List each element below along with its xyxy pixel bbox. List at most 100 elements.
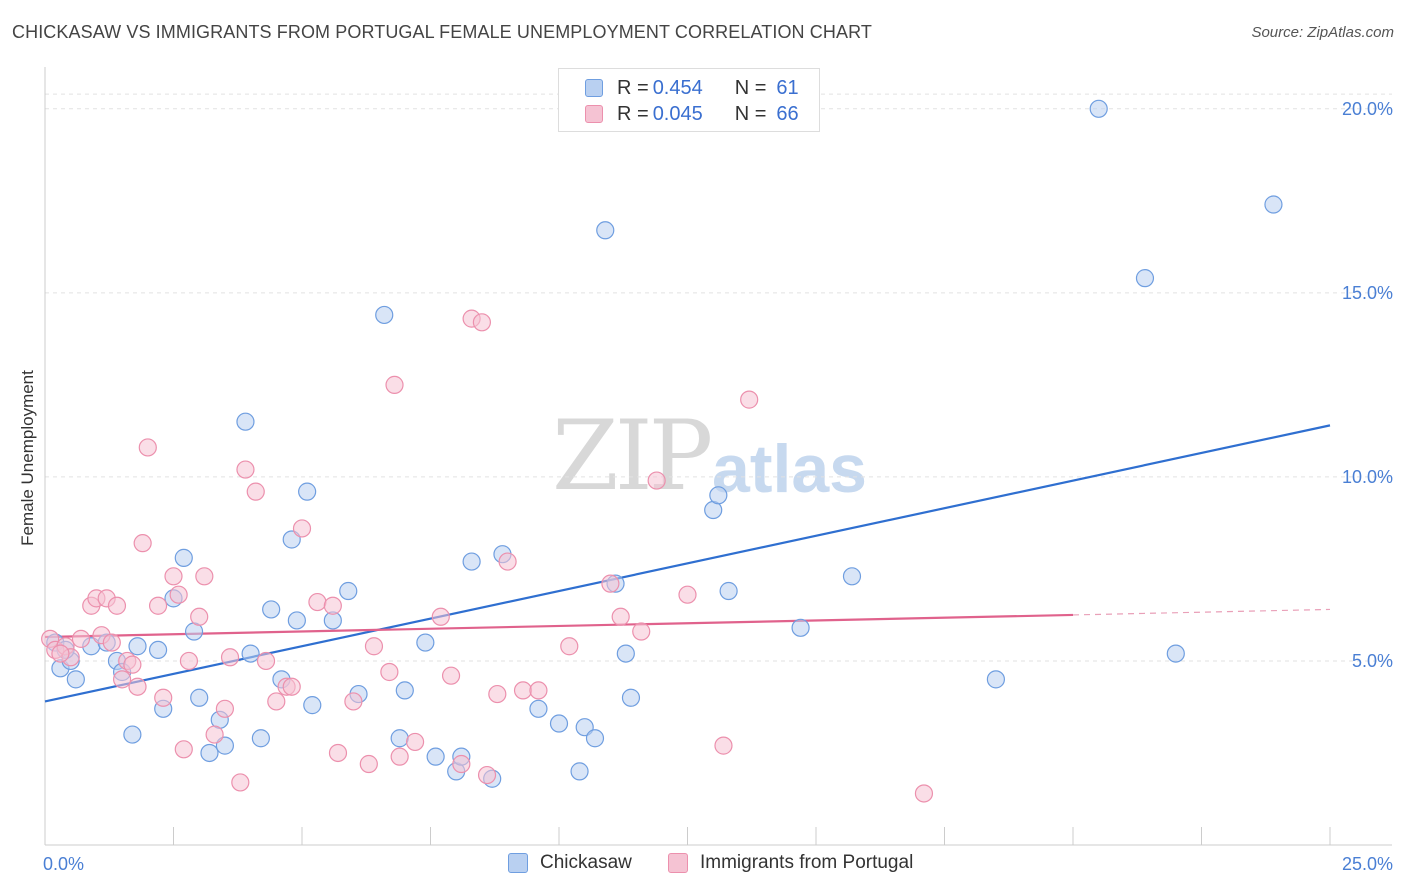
chickasaw-point (621, 688, 641, 707)
portugal-point (560, 637, 579, 656)
chickasaw-point (791, 618, 810, 637)
y-axis-label: Female Unemployment (18, 370, 37, 546)
portugal-point (169, 585, 188, 604)
portugal-point (405, 732, 425, 752)
chickasaw-point (616, 644, 635, 663)
portugal-swatch (668, 853, 688, 873)
chart-source: Source: ZipAtlas.com (1251, 24, 1394, 41)
n-label: N = (734, 102, 767, 125)
chart-title: CHICKASAW VS IMMIGRANTS FROM PORTUGAL FE… (12, 22, 872, 42)
y-tick-label: 10.0% (1342, 467, 1393, 487)
portugal-point (611, 607, 630, 626)
chickasaw-point (986, 670, 1006, 689)
portugal-point (133, 534, 152, 553)
chickasaw-point (128, 637, 147, 656)
portugal-point (452, 754, 471, 774)
r-value: 0.045 (652, 102, 703, 125)
portugal-point (148, 596, 168, 615)
portugal-point (323, 596, 342, 615)
portugal-point (740, 390, 759, 409)
chickasaw-point (719, 581, 738, 601)
series-legend: Chickasaw Immigrants from Portugal (0, 852, 1406, 878)
portugal-point (164, 567, 183, 586)
portugal-point (220, 648, 240, 667)
portugal-point (256, 651, 276, 671)
portugal-point (179, 651, 199, 671)
portugal-point (174, 740, 193, 759)
portugal-point (647, 471, 666, 490)
gridlines (45, 93, 1392, 662)
r-label: R = (617, 76, 649, 99)
chickasaw-point (462, 552, 481, 571)
portugal-point (380, 662, 399, 682)
portugal-point (123, 655, 142, 674)
portugal-point (364, 637, 384, 656)
chickasaw-point (549, 714, 569, 733)
portugal-point (282, 677, 301, 696)
portugal-point (195, 567, 214, 586)
data-points (41, 99, 1283, 803)
portugal-point (112, 670, 132, 689)
chickasaw-point (262, 600, 281, 619)
chickasaw-point (390, 729, 409, 748)
legend-chickasaw[interactable]: Chickasaw (508, 852, 632, 874)
n-value: 61 (776, 76, 799, 99)
chickasaw-point (241, 644, 260, 663)
chickasaw-point (148, 640, 168, 660)
watermark-zip: ZIP (552, 400, 713, 512)
y-tick-label: 15.0% (1342, 283, 1393, 303)
chickasaw-point (596, 221, 615, 240)
chickasaw-point (426, 747, 445, 766)
chickasaw-point (190, 688, 209, 707)
n-value: 66 (776, 102, 799, 125)
portugal-point (154, 688, 173, 707)
r-label: R = (617, 102, 649, 125)
chickasaw-point (585, 729, 605, 748)
chickasaw-point (303, 696, 322, 715)
portugal-point (231, 773, 250, 792)
portugal-point (344, 692, 363, 711)
chickasaw-point (375, 305, 394, 325)
portugal-point (359, 754, 378, 774)
portugal-point (236, 460, 255, 479)
legend-row-chickasaw: R = 0.454 N = 61 (585, 76, 799, 100)
portugal-point (601, 574, 620, 593)
chickasaw-point (123, 725, 142, 744)
portugal-trend-line (44, 613, 1074, 639)
portugal-point (102, 633, 121, 652)
chickasaw-point (66, 670, 85, 689)
portugal-point (215, 699, 234, 718)
chickasaw-swatch (508, 853, 528, 873)
chickasaw-point (570, 762, 589, 781)
chickasaw-point (529, 699, 548, 718)
chickasaw-point (200, 743, 219, 763)
portugal-point (292, 519, 312, 538)
y-tick-label: 5.0% (1352, 651, 1393, 671)
x-tick-label: 25.0% (1342, 854, 1393, 874)
portugal-point (488, 684, 507, 704)
watermark-atlas: atlas (712, 431, 867, 507)
portugal-point (390, 747, 409, 766)
chickasaw-point (416, 633, 435, 652)
chickasaw-point (842, 567, 862, 586)
chickasaw-point (298, 482, 317, 501)
stats-legend: R = 0.454 N = 61 R = 0.045 N = 66 (558, 68, 820, 132)
portugal-point (107, 596, 127, 615)
portugal-point (328, 743, 348, 763)
portugal-point (477, 765, 497, 785)
portugal-point (714, 736, 733, 755)
portugal-point (498, 552, 517, 571)
portugal-point (431, 607, 450, 626)
portugal-point (128, 677, 147, 696)
chickasaw-point (395, 681, 414, 700)
portugal-point (441, 666, 461, 685)
portugal-point (914, 784, 934, 803)
axes (44, 67, 1392, 846)
portugal-point (246, 482, 265, 501)
chickasaw-point (174, 548, 193, 567)
portugal-point (513, 681, 533, 700)
legend-portugal[interactable]: Immigrants from Portugal (668, 852, 913, 874)
chickasaw-point (1166, 644, 1185, 663)
legend-chickasaw-label: Chickasaw (540, 852, 632, 873)
